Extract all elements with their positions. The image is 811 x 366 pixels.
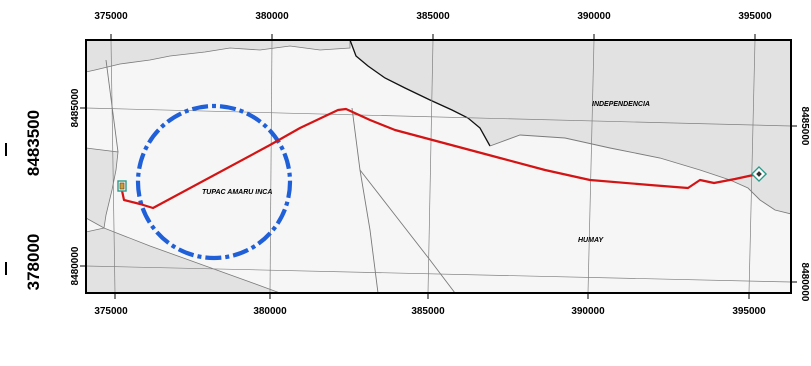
graticule xyxy=(86,40,791,293)
bottom-tick-label: 395000 xyxy=(732,306,766,317)
bottom-axis: 375000 380000 385000 390000 395000 xyxy=(94,293,766,317)
top-tick-label: 385000 xyxy=(416,11,450,22)
right-tick-label: 8485000 xyxy=(799,107,810,146)
start-point-marker-icon xyxy=(117,180,127,192)
shaded-region-west xyxy=(86,147,119,229)
left-tick-label: 8480000 xyxy=(70,246,81,285)
top-tick-label: 395000 xyxy=(738,11,772,22)
bottom-tick-label: 380000 xyxy=(253,306,287,317)
top-tick-label: 390000 xyxy=(577,11,611,22)
coastline-border xyxy=(349,40,491,147)
side-coordinate-upper: 8483500 xyxy=(24,110,43,176)
top-tick-label: 375000 xyxy=(94,11,128,22)
shaded-region-northeast xyxy=(350,40,791,214)
side-coordinate-lower: 378000 xyxy=(24,234,43,291)
bottom-tick-label: 390000 xyxy=(571,306,605,317)
map-frame xyxy=(85,39,792,294)
left-tick-label: 8485000 xyxy=(70,88,81,127)
place-label-independencia: INDEPENDENCIA xyxy=(592,101,650,108)
right-axis: 8485000 8480000 xyxy=(791,107,810,302)
side-coordinates: 8483500 378000 xyxy=(5,110,43,291)
end-point-marker-icon xyxy=(750,165,768,183)
left-axis: 8485000 8480000 xyxy=(70,88,86,285)
map-body: INDEPENDENCIA TUPAC AMARU INCA HUMAY xyxy=(86,40,791,293)
right-tick-label: 8480000 xyxy=(799,263,810,302)
district-boundary-b xyxy=(359,169,456,293)
place-label-tupac-amaru-inca: TUPAC AMARU INCA xyxy=(202,189,272,196)
place-label-humay: HUMAY xyxy=(578,237,604,244)
northeast-boundary xyxy=(489,134,791,215)
bottom-tick-label: 375000 xyxy=(94,306,128,317)
buffer-circle xyxy=(135,103,293,261)
shaded-region-northwest xyxy=(86,40,351,73)
route-line xyxy=(119,107,759,210)
bottom-tick-label: 385000 xyxy=(411,306,445,317)
district-boundary-a xyxy=(351,107,379,293)
shaded-region-southwest xyxy=(86,227,281,293)
top-axis: 375000 380000 385000 390000 395000 xyxy=(94,11,772,40)
top-tick-label: 380000 xyxy=(255,11,289,22)
